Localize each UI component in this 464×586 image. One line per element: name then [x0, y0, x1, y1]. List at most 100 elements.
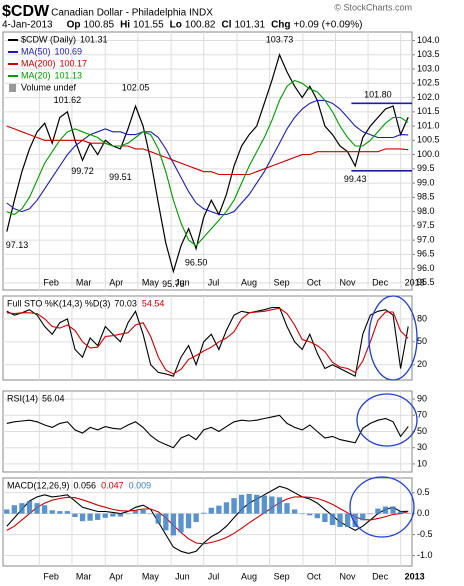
- panel-frame: [2, 295, 413, 381]
- header-label: Lo: [170, 20, 182, 31]
- histogram-bar: [125, 513, 131, 515]
- y-tick-label: 100.5: [417, 135, 440, 145]
- y-tick-label: 97.5: [417, 220, 435, 230]
- legend-icon: [9, 84, 16, 92]
- y-tick-label: 98.0: [417, 206, 435, 216]
- histogram-bar: [284, 503, 290, 514]
- y-tick-label: 20: [417, 359, 427, 369]
- legend-label: MA(50): [21, 46, 51, 56]
- histogram-bar: [329, 513, 336, 525]
- x-tick-label: Nov: [340, 277, 357, 287]
- legend-value: 56.04: [42, 393, 65, 403]
- header-label: Op: [67, 20, 81, 31]
- legend-value: 101.13: [55, 70, 83, 80]
- annotation: 103.73: [266, 35, 294, 45]
- y-tick-label: 50: [417, 426, 427, 436]
- annotation: 99.43: [344, 174, 367, 184]
- histogram-bar: [49, 510, 55, 514]
- histogram-bar: [110, 513, 116, 517]
- y-tick-label: 102.5: [417, 78, 440, 88]
- x-tick-label: Jul: [208, 277, 220, 287]
- histogram-bar: [19, 503, 25, 514]
- x-tick-label: Sep: [274, 277, 290, 287]
- x-tick-label: Apr: [109, 277, 123, 287]
- header-label: Hi: [120, 20, 130, 31]
- y-tick-label: 50: [417, 336, 427, 346]
- histogram-bar: [87, 513, 93, 521]
- legend-value: 0.047: [101, 480, 124, 490]
- x-tick-label: Nov: [340, 571, 357, 581]
- y-tick-label: 96.5: [417, 249, 435, 259]
- y-tick-label: 30: [417, 442, 427, 452]
- histogram-bar: [64, 511, 71, 514]
- annotation: 99.51: [109, 172, 132, 182]
- histogram-bar: [375, 508, 381, 514]
- histogram-bar: [170, 513, 177, 536]
- annotation: 99.72: [71, 166, 94, 176]
- legend-value: 100.69: [55, 46, 83, 56]
- panel-frame: [2, 31, 413, 291]
- x-tick-label: Mar: [76, 571, 92, 581]
- header-value: 100.85: [83, 20, 114, 31]
- x-tick-label: Oct: [307, 571, 322, 581]
- x-tick-label: Oct: [307, 277, 322, 287]
- y-tick-label: 10: [417, 458, 427, 468]
- x-tick-label: Dec: [372, 571, 389, 581]
- y-tick-label: -0.5: [417, 529, 433, 539]
- x-tick-label: Mar: [76, 277, 92, 287]
- y-tick-label: 99.0: [417, 177, 435, 187]
- legend-label: MA(20): [21, 70, 51, 80]
- x-tick-label: Jun: [175, 277, 190, 287]
- histogram-bar: [95, 513, 101, 520]
- series-line: [6, 79, 409, 247]
- header-label: Cl: [221, 20, 231, 31]
- histogram-bar: [231, 498, 237, 514]
- highlight-ring: [356, 393, 418, 447]
- y-tick-label: 98.5: [417, 192, 435, 202]
- histogram-bar: [140, 509, 146, 514]
- histogram-bar: [155, 513, 161, 524]
- histogram-bar: [57, 511, 63, 514]
- y-tick-label: 101.0: [417, 120, 440, 130]
- histogram-bar: [208, 507, 214, 514]
- histogram-bar: [291, 509, 298, 514]
- histogram-bar: [117, 513, 124, 517]
- histogram-bar: [254, 494, 260, 514]
- histogram-bar: [344, 513, 351, 528]
- histogram-bar: [246, 493, 252, 514]
- series-line: [6, 496, 409, 545]
- x-tick-label: May: [142, 277, 160, 287]
- y-tick-label: 70: [417, 410, 427, 420]
- histogram-bar: [185, 513, 192, 529]
- histogram-bar: [360, 513, 366, 521]
- histogram-bar: [352, 513, 358, 528]
- legend-value: 54.54: [142, 298, 165, 308]
- histogram-bar: [11, 505, 18, 514]
- y-tick-label: 104.0: [417, 35, 440, 45]
- histogram-bar: [261, 495, 267, 514]
- header-value: 101.55: [133, 20, 164, 31]
- histogram-bar: [390, 506, 396, 514]
- series-line: [6, 307, 409, 375]
- y-tick-label: 0.0: [417, 508, 430, 518]
- legend-value: 0.056: [74, 480, 97, 490]
- header-label: Chg: [271, 20, 290, 31]
- legend-value: 0.009: [129, 480, 152, 490]
- y-tick-label: 96.0: [417, 263, 435, 273]
- annotation: 96.50: [185, 258, 208, 268]
- x-tick-label: Jul: [208, 571, 220, 581]
- highlight-ring: [349, 476, 415, 538]
- histogram-bar: [148, 513, 154, 515]
- series-line: [6, 414, 409, 449]
- y-tick-label: 0.5: [417, 487, 430, 497]
- histogram-bar: [79, 513, 86, 522]
- histogram-bar: [322, 513, 328, 522]
- annotation: 101.80: [364, 90, 392, 100]
- histogram-bar: [314, 513, 320, 519]
- highlight-ring: [368, 295, 418, 381]
- histogram-bar: [193, 513, 199, 522]
- x-tick-label: Apr: [109, 571, 123, 581]
- histogram-bar: [238, 494, 245, 514]
- y-tick-label: 97.0: [417, 234, 435, 244]
